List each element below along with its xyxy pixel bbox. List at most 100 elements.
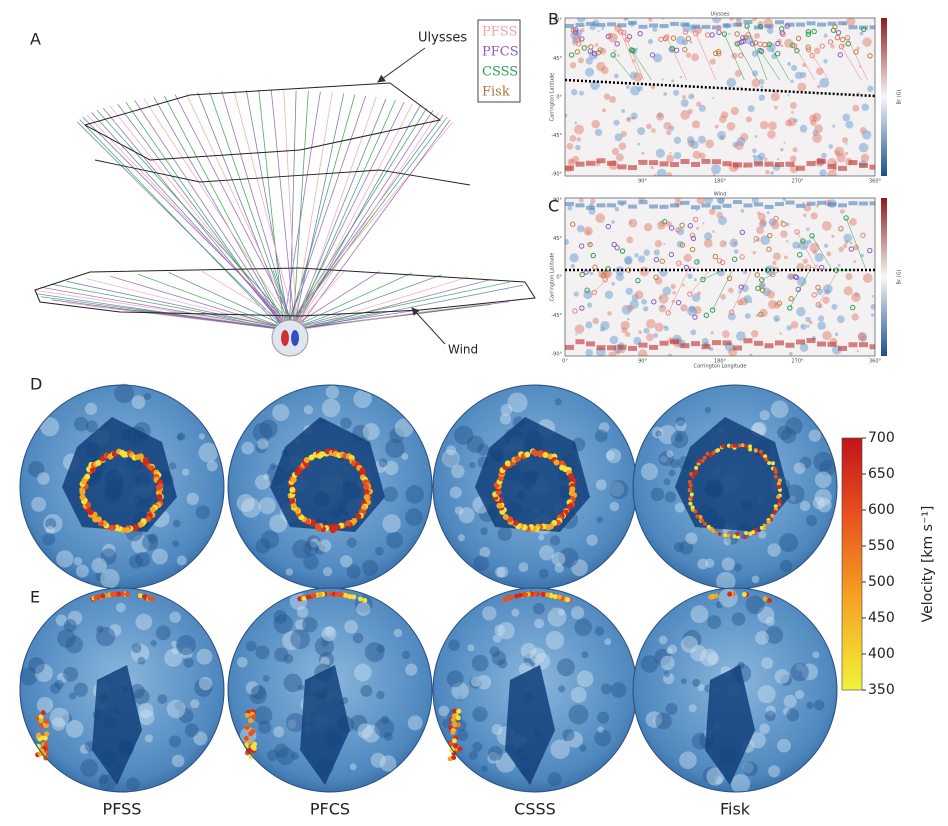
footpoint (578, 243, 585, 249)
disk-texture (130, 683, 145, 699)
disk-texture (697, 558, 709, 570)
field-patch (832, 124, 836, 128)
field-patch (576, 224, 585, 233)
field-patch (728, 287, 734, 294)
y-tick-label: -45° (551, 133, 562, 139)
disk-texture (600, 683, 612, 695)
footpoint (553, 459, 560, 466)
footpoint (739, 254, 745, 260)
legend-box (477, 19, 521, 103)
polar-band (691, 24, 700, 29)
footpoint (687, 479, 692, 484)
disk-texture (245, 681, 260, 695)
footpoint (43, 741, 49, 747)
connector (808, 49, 829, 81)
footpoint (542, 452, 549, 459)
disk-texture (252, 422, 273, 443)
field-patch (635, 47, 638, 50)
footpoint (726, 533, 731, 538)
disk-texture (263, 473, 270, 480)
disk-texture (598, 422, 610, 433)
disk-texture (570, 686, 587, 703)
field-patch (646, 123, 652, 130)
field-patch (742, 270, 747, 275)
field-patch (643, 327, 650, 334)
footpoint (532, 450, 539, 457)
disk-edge (19, 587, 225, 793)
field-patch (589, 271, 594, 276)
disk-texture (253, 706, 273, 725)
disk-texture (296, 606, 309, 618)
disk-texture (570, 606, 585, 620)
disk-texture (394, 418, 414, 438)
disk-texture (609, 480, 629, 500)
disk-texture (91, 557, 107, 574)
footpoint (738, 52, 744, 59)
polar-band (869, 201, 875, 206)
disk-texture (183, 657, 194, 668)
disk-texture (195, 505, 210, 520)
field-patch (813, 47, 821, 55)
legend-entry: CSSS (482, 65, 518, 80)
disk-texture (405, 485, 425, 504)
polar-band (869, 164, 875, 170)
disk-texture (346, 564, 361, 579)
polar-band (638, 342, 648, 348)
field-patch (570, 264, 575, 269)
disk-texture (538, 534, 545, 541)
field-patch (841, 136, 849, 144)
field-patch (634, 253, 639, 258)
footpoint (289, 486, 296, 493)
disk-texture (640, 463, 658, 481)
field-patch (836, 315, 845, 324)
disk-texture (495, 567, 506, 578)
field-patch (660, 304, 664, 309)
polar-band (607, 203, 616, 208)
polar-band (848, 342, 858, 348)
field-patch (670, 283, 676, 290)
field-patch (753, 32, 760, 39)
disk-texture (45, 518, 57, 530)
field-patch (663, 92, 668, 96)
field-line (282, 91, 321, 331)
field-patch (751, 330, 759, 338)
polar-band (838, 165, 847, 171)
footpoint (741, 591, 747, 597)
disk-texture (40, 417, 60, 437)
field-patch (585, 57, 593, 65)
field-line (66, 302, 287, 331)
disk-texture (143, 392, 151, 401)
footpoint (524, 451, 531, 458)
connector (768, 44, 790, 81)
footpoint (784, 23, 790, 29)
field-patch (648, 18, 653, 22)
polar-band (806, 161, 816, 167)
map-title: Ulysses (711, 12, 730, 18)
footpoint (36, 732, 42, 738)
field-line (286, 271, 380, 331)
field-patch (693, 306, 702, 315)
polar-band (859, 162, 868, 168)
disk-texture (594, 626, 605, 636)
field-patch (661, 18, 664, 20)
field-line (143, 98, 296, 331)
field-patch (666, 172, 673, 176)
footpoint (40, 710, 46, 716)
field-patch (734, 70, 742, 78)
footpoint (716, 258, 723, 264)
disk-texture (276, 747, 295, 766)
footpoint (805, 29, 812, 35)
field-patch (793, 118, 798, 123)
polar-band (670, 21, 679, 26)
polar-band (743, 338, 753, 344)
field-line (35, 290, 299, 331)
field-line (286, 272, 412, 331)
footpoint (766, 597, 772, 603)
footpoint (755, 285, 761, 292)
field-line (35, 293, 285, 331)
field-patch (749, 353, 753, 356)
disk-texture (742, 762, 754, 774)
footpoint (251, 714, 257, 720)
footpoint (89, 466, 96, 473)
sun (271, 319, 309, 357)
